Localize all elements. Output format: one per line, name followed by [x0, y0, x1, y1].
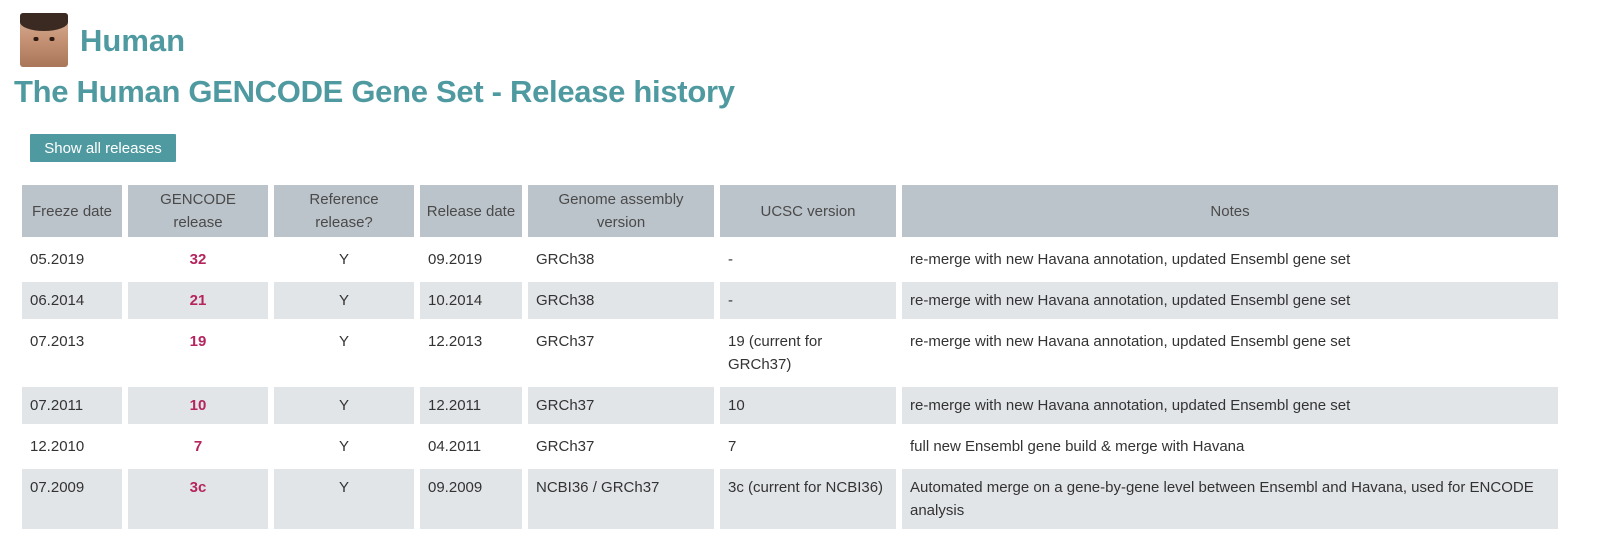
column-header-freeze-date: Freeze date — [22, 185, 122, 237]
release-link[interactable]: 21 — [190, 292, 207, 309]
notes-cell: re-merge with new Havana annotation, upd… — [902, 282, 1558, 319]
release-date-cell: 09.2019 — [420, 241, 522, 278]
species-name: Human — [80, 25, 185, 56]
notes-cell: full new Ensembl gene build & merge with… — [902, 428, 1558, 465]
gencode-release-cell: 3c — [128, 469, 268, 529]
genome-assembly-cell: NCBI36 / GRCh37 — [528, 469, 714, 529]
column-header-genome-assembly: Genome assembly version — [528, 185, 714, 237]
release-date-cell: 12.2011 — [420, 387, 522, 424]
freeze-date-cell: 12.2010 — [22, 428, 122, 465]
table-row: 05.2019 32 Y 09.2019 GRCh38 - re-merge w… — [22, 241, 1558, 278]
release-link[interactable]: 19 — [190, 333, 207, 350]
column-header-ucsc-version: UCSC version — [720, 185, 896, 237]
release-date-cell: 10.2014 — [420, 282, 522, 319]
freeze-date-cell: 05.2019 — [22, 241, 122, 278]
table-row: 12.2010 7 Y 04.2011 GRCh37 7 full new En… — [22, 428, 1558, 465]
column-header-reference-release: Reference release? — [274, 185, 414, 237]
notes-cell: re-merge with new Havana annotation, upd… — [902, 241, 1558, 278]
gencode-release-cell: 10 — [128, 387, 268, 424]
gencode-release-cell: 32 — [128, 241, 268, 278]
ucsc-version-cell: - — [720, 241, 896, 278]
release-link[interactable]: 32 — [190, 251, 207, 268]
genome-assembly-cell: GRCh38 — [528, 241, 714, 278]
table-row: 06.2014 21 Y 10.2014 GRCh38 - re-merge w… — [22, 282, 1558, 319]
freeze-date-cell: 07.2011 — [22, 387, 122, 424]
release-link[interactable]: 7 — [194, 438, 202, 455]
notes-cell: Automated merge on a gene-by-gene level … — [902, 469, 1558, 529]
freeze-date-cell: 07.2009 — [22, 469, 122, 529]
table-header-row: Freeze date GENCODE release Reference re… — [22, 185, 1558, 237]
gencode-release-cell: 21 — [128, 282, 268, 319]
notes-cell: re-merge with new Havana annotation, upd… — [902, 323, 1558, 383]
reference-release-cell: Y — [274, 428, 414, 465]
release-date-cell: 12.2013 — [420, 323, 522, 383]
ucsc-version-cell: 19 (current for GRCh37) — [720, 323, 896, 383]
release-date-cell: 09.2009 — [420, 469, 522, 529]
release-history-table: Freeze date GENCODE release Reference re… — [16, 181, 1564, 533]
genome-assembly-cell: GRCh37 — [528, 428, 714, 465]
genome-assembly-cell: GRCh37 — [528, 323, 714, 383]
ucsc-version-cell: 10 — [720, 387, 896, 424]
table-row: 07.2013 19 Y 12.2013 GRCh37 19 (current … — [22, 323, 1558, 383]
reference-release-cell: Y — [274, 387, 414, 424]
freeze-date-cell: 07.2013 — [22, 323, 122, 383]
ucsc-version-cell: - — [720, 282, 896, 319]
genome-assembly-cell: GRCh37 — [528, 387, 714, 424]
table-row: 07.2011 10 Y 12.2011 GRCh37 10 re-merge … — [22, 387, 1558, 424]
reference-release-cell: Y — [274, 323, 414, 383]
page-title: The Human GENCODE Gene Set - Release his… — [14, 74, 735, 110]
show-all-releases-button[interactable]: Show all releases — [30, 134, 176, 162]
ucsc-version-cell: 7 — [720, 428, 896, 465]
release-link[interactable]: 10 — [190, 397, 207, 414]
table-row: 07.2009 3c Y 09.2009 NCBI36 / GRCh37 3c … — [22, 469, 1558, 529]
column-header-notes: Notes — [902, 185, 1558, 237]
gencode-release-cell: 7 — [128, 428, 268, 465]
ucsc-version-cell: 3c (current for NCBI36) — [720, 469, 896, 529]
release-link[interactable]: 3c — [190, 479, 207, 496]
reference-release-cell: Y — [274, 241, 414, 278]
human-face-icon — [20, 13, 68, 67]
species-header: Human — [20, 12, 185, 68]
notes-cell: re-merge with new Havana annotation, upd… — [902, 387, 1558, 424]
column-header-gencode-release: GENCODE release — [128, 185, 268, 237]
freeze-date-cell: 06.2014 — [22, 282, 122, 319]
genome-assembly-cell: GRCh38 — [528, 282, 714, 319]
gencode-release-cell: 19 — [128, 323, 268, 383]
release-date-cell: 04.2011 — [420, 428, 522, 465]
column-header-release-date: Release date — [420, 185, 522, 237]
reference-release-cell: Y — [274, 469, 414, 529]
reference-release-cell: Y — [274, 282, 414, 319]
